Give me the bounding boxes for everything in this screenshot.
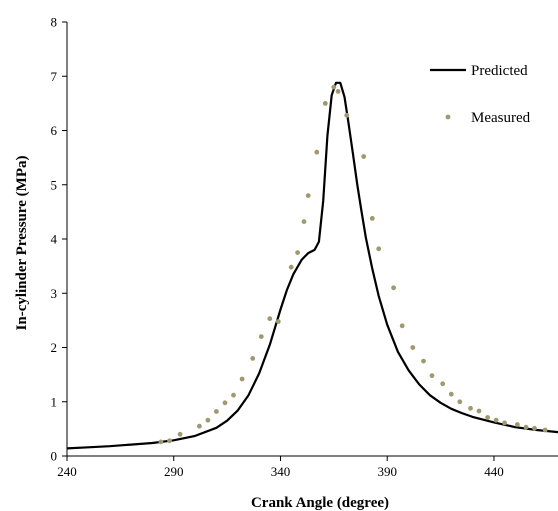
data-point-measured — [485, 415, 490, 420]
y-tick-label: 4 — [51, 232, 58, 247]
y-tick-label: 7 — [51, 69, 58, 84]
x-tick-label: 240 — [57, 464, 77, 479]
data-point-measured — [457, 399, 463, 405]
data-point-measured — [376, 246, 382, 252]
data-point-measured — [361, 154, 367, 159]
data-point-measured — [301, 219, 307, 225]
data-point-measured — [493, 417, 499, 423]
data-point-measured — [429, 373, 435, 379]
data-point-measured — [322, 101, 328, 106]
data-point-measured — [369, 216, 375, 221]
legend-point-swatch — [445, 114, 451, 120]
data-point-measured — [440, 381, 446, 387]
data-point-measured — [288, 264, 294, 270]
data-point-measured — [177, 431, 183, 437]
data-point-measured — [239, 376, 245, 382]
data-point-measured — [331, 84, 337, 90]
data-point-measured — [158, 439, 164, 445]
data-point-measured — [448, 391, 454, 397]
legend-label-predicted: Predicted — [471, 63, 528, 79]
data-point-measured — [305, 193, 311, 199]
data-point-measured — [421, 358, 426, 364]
x-tick-label: 390 — [377, 464, 397, 479]
data-point-measured — [344, 112, 350, 118]
data-point-measured — [275, 319, 281, 324]
y-tick-label: 8 — [51, 15, 58, 30]
data-point-measured — [468, 405, 473, 411]
data-point-measured — [267, 316, 273, 322]
data-point-measured — [399, 323, 405, 329]
data-point-measured — [542, 427, 548, 433]
y-tick-label: 2 — [51, 340, 58, 355]
data-point-measured — [205, 417, 211, 423]
legend: Predicted Measured — [430, 63, 531, 126]
data-point-measured — [314, 149, 320, 155]
axes: 0 1 2 3 4 5 6 7 8 240 290 340 390 440 — [51, 15, 558, 479]
data-point-measured — [515, 422, 520, 427]
data-point-measured — [214, 409, 219, 414]
legend-label-measured: Measured — [471, 110, 531, 126]
data-point-measured — [410, 345, 416, 350]
data-point-measured — [250, 356, 256, 361]
data-point-measured — [476, 408, 482, 414]
y-tick-label: 5 — [51, 177, 58, 192]
data-point-measured — [295, 250, 300, 256]
series-layer — [66, 81, 558, 450]
x-axis-title: Crank Angle (degree) — [251, 495, 389, 511]
series-line-predicted — [66, 81, 558, 450]
data-point-measured — [197, 423, 202, 429]
data-point-measured — [231, 392, 236, 398]
x-tick-label: 340 — [271, 464, 291, 479]
data-point-measured — [532, 425, 537, 431]
y-axis-title: In-cylinder Pressure (MPa) — [14, 156, 30, 331]
data-point-measured — [391, 285, 396, 291]
x-tick-label: 290 — [164, 464, 184, 479]
data-point-measured — [335, 89, 341, 94]
data-point-measured — [258, 334, 264, 339]
x-tick-label: 440 — [484, 464, 504, 479]
data-point-measured — [502, 420, 507, 426]
data-point-measured — [167, 438, 172, 444]
y-tick-label: 6 — [51, 123, 58, 138]
y-tick-label: 1 — [51, 394, 58, 409]
y-tick-label: 0 — [51, 449, 58, 464]
y-tick-label: 3 — [51, 286, 58, 301]
data-point-measured — [523, 424, 529, 430]
data-point-measured — [222, 400, 228, 406]
